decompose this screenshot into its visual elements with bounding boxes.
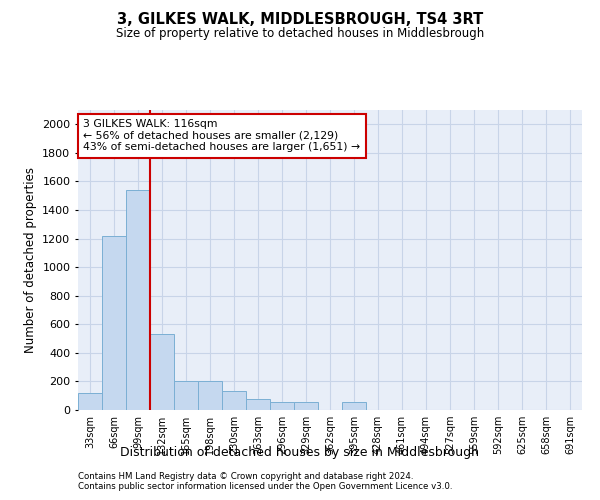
- Text: 3 GILKES WALK: 116sqm
← 56% of detached houses are smaller (2,129)
43% of semi-d: 3 GILKES WALK: 116sqm ← 56% of detached …: [83, 119, 360, 152]
- Bar: [126, 190, 150, 410]
- Text: Contains HM Land Registry data © Crown copyright and database right 2024.: Contains HM Land Registry data © Crown c…: [78, 472, 413, 481]
- Bar: [150, 334, 174, 410]
- Bar: [246, 400, 270, 410]
- Bar: [342, 402, 366, 410]
- Bar: [198, 382, 222, 410]
- Bar: [78, 393, 102, 410]
- Y-axis label: Number of detached properties: Number of detached properties: [23, 167, 37, 353]
- Text: 3, GILKES WALK, MIDDLESBROUGH, TS4 3RT: 3, GILKES WALK, MIDDLESBROUGH, TS4 3RT: [117, 12, 483, 28]
- Text: Size of property relative to detached houses in Middlesbrough: Size of property relative to detached ho…: [116, 28, 484, 40]
- Bar: [222, 392, 246, 410]
- Bar: [102, 236, 126, 410]
- Text: Distribution of detached houses by size in Middlesbrough: Distribution of detached houses by size …: [121, 446, 479, 459]
- Bar: [270, 402, 294, 410]
- Bar: [174, 382, 198, 410]
- Text: Contains public sector information licensed under the Open Government Licence v3: Contains public sector information licen…: [78, 482, 452, 491]
- Bar: [294, 402, 318, 410]
